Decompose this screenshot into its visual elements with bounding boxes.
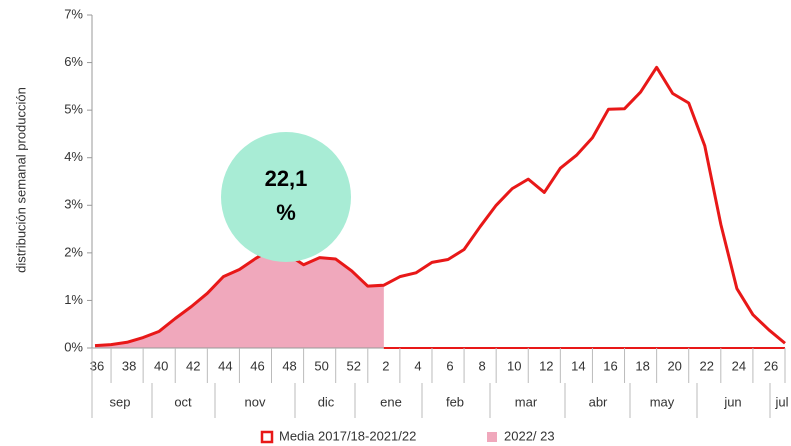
x-tick-label: 16 (603, 358, 617, 373)
x-tick-label: 38 (122, 358, 136, 373)
x-tick-label: 22 (700, 358, 714, 373)
x-tick-label: 44 (218, 358, 232, 373)
x-tick-label: 48 (282, 358, 296, 373)
x-tick-label: 8 (478, 358, 485, 373)
month-label: ene (380, 394, 402, 409)
x-tick-label: 18 (635, 358, 649, 373)
month-label: oct (174, 394, 192, 409)
month-label: abr (589, 394, 608, 409)
month-label: may (650, 394, 675, 409)
y-tick-label: 2% (64, 244, 83, 259)
y-tick-label: 0% (64, 339, 83, 354)
annotation-text: 22,1 (265, 166, 308, 191)
x-tick-label: 46 (250, 358, 264, 373)
x-tick-label: 12 (539, 358, 553, 373)
y-tick-label: 4% (64, 149, 83, 164)
annotation-bubble (221, 132, 351, 262)
y-tick-label: 7% (64, 6, 83, 21)
month-label: feb (446, 394, 464, 409)
x-tick-label: 20 (667, 358, 681, 373)
x-tick-label: 14 (571, 358, 585, 373)
area (95, 249, 384, 348)
legend-label: Media 2017/18-2021/22 (279, 428, 416, 443)
x-tick-label: 26 (764, 358, 778, 373)
x-tick-label: 52 (347, 358, 361, 373)
x-tick-label: 40 (154, 358, 168, 373)
y-tick-label: 5% (64, 102, 83, 117)
legend-label: 2022/ 23 (504, 428, 555, 443)
annotation-text: % (276, 200, 296, 225)
y-tick-label: 1% (64, 292, 83, 307)
x-tick-label: 4 (414, 358, 421, 373)
line (94, 65, 786, 348)
x-tick-label: 24 (732, 358, 746, 373)
month-label: jul (774, 394, 788, 409)
x-tick-label: 10 (507, 358, 521, 373)
month-label: sep (110, 394, 131, 409)
y-axis-title: distribución semanal producción (13, 87, 28, 273)
x-tick-label: 42 (186, 358, 200, 373)
x-tick-label: 50 (314, 358, 328, 373)
y-tick-label: 3% (64, 197, 83, 212)
x-tick-label: 36 (90, 358, 104, 373)
month-label: nov (245, 394, 266, 409)
month-label: mar (515, 394, 538, 409)
month-label: dic (318, 394, 335, 409)
month-label: jun (723, 394, 741, 409)
legend-swatch (487, 432, 497, 442)
x-tick-label: 2 (382, 358, 389, 373)
legend-swatch (260, 430, 274, 444)
x-tick-label: 6 (446, 358, 453, 373)
y-tick-label: 6% (64, 54, 83, 69)
